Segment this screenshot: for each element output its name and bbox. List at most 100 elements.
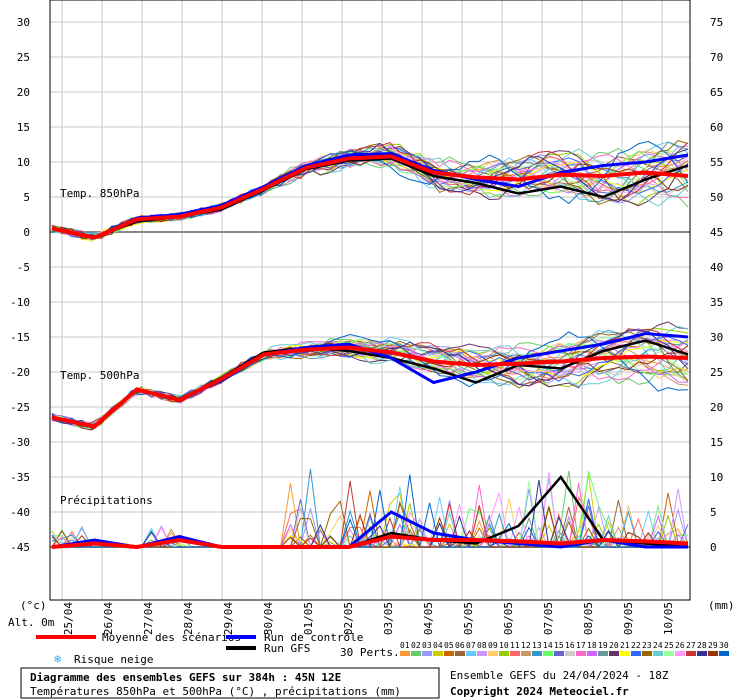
left-tick-label: 15: [17, 121, 30, 134]
perturbation-id-label: 10: [499, 641, 509, 650]
perturbation-swatch: [631, 651, 641, 656]
x-tick-label: 05/05: [462, 602, 475, 635]
right-tick-label: 65: [710, 86, 723, 99]
right-tick-label: 70: [710, 51, 723, 64]
x-tick-label: 08/05: [582, 602, 595, 635]
right-tick-label: 15: [710, 436, 723, 449]
mean-precip-line: [51, 534, 689, 550]
snowflake-icon: ❄: [54, 652, 61, 666]
perturbation-swatch: [609, 651, 619, 656]
mean-850-line: [51, 154, 689, 240]
perturbation-swatch: [598, 651, 608, 656]
perturbation-500-line: [51, 321, 689, 428]
perturbation-id-label: 28: [697, 641, 707, 650]
perturbation-id-label: 24: [653, 641, 663, 650]
left-tick-label: 20: [17, 86, 30, 99]
perturbation-swatch: [543, 651, 553, 656]
perturbation-id-label: 08: [477, 641, 487, 650]
x-tick-label: 29/04: [222, 602, 235, 635]
right-tick-label: 35: [710, 296, 723, 309]
left-tick-label: -5: [17, 261, 30, 274]
perturbation-swatch: [488, 651, 498, 656]
perturbation-legend: 01 02 03 04 05 06 07 08 09 10 11 12 13 14 15 16 17 18 19 20…: [400, 641, 729, 656]
alt-label: Alt. 0m: [8, 616, 55, 629]
x-tick-label: 26/04: [102, 602, 115, 635]
perturbation-id-label: 22: [631, 641, 641, 650]
perturbation-id-label: 30: [719, 641, 729, 650]
right-tick-label: 50: [710, 191, 723, 204]
left-tick-label: -40: [10, 506, 30, 519]
right-tick-label: 20: [710, 401, 723, 414]
left-unit-label: (°c): [20, 599, 47, 612]
perturbation-id-label: 12: [521, 641, 531, 650]
annotation-500: Temp. 500hPa: [60, 369, 139, 382]
perturbation-id-label: 20: [609, 641, 619, 650]
perturbation-swatch: [708, 651, 718, 656]
footer-title: Diagramme des ensembles GEFS sur 384h : …: [30, 671, 341, 684]
perturbation-id-label: 03: [422, 641, 432, 650]
perturbation-850-line: [51, 140, 689, 240]
perturbation-swatch: [686, 651, 696, 656]
perturbation-swatch: [433, 651, 443, 656]
legend-snow-label: Risque neige: [74, 653, 153, 666]
perturbation-swatch: [620, 651, 630, 656]
left-tick-label: -15: [10, 331, 30, 344]
perturbation-id-label: 23: [642, 641, 652, 650]
footer-copyright: Copyright 2024 Meteociel.fr: [450, 685, 629, 698]
perturbation-swatch: [510, 651, 520, 656]
x-tick-label: 28/04: [182, 602, 195, 635]
left-tick-label: 10: [17, 156, 30, 169]
x-tick-label: 09/05: [622, 602, 635, 635]
perturbation-id-label: 17: [576, 641, 586, 650]
perturbation-swatch: [565, 651, 575, 656]
left-tick-label: -10: [10, 296, 30, 309]
x-tick-label: 06/05: [502, 602, 515, 635]
legend-control-label: Run de contrôle: [264, 631, 363, 644]
x-tick-label: 27/04: [142, 602, 155, 635]
right-tick-label: 55: [710, 156, 723, 169]
axis-ticks: 302520151050-5-10-15-20-25-30-35-40-4575…: [10, 16, 723, 635]
perturbation-id-label: 29: [708, 641, 718, 650]
right-tick-label: 5: [710, 506, 717, 519]
perturbation-id-label: 13: [532, 641, 542, 650]
footer-run-info: Ensemble GEFS du 24/04/2024 - 18Z: [450, 669, 669, 682]
perturbation-id-label: 05: [444, 641, 454, 650]
perturbation-swatch: [554, 651, 564, 656]
right-tick-label: 10: [710, 471, 723, 484]
perturbation-id-label: 27: [686, 641, 696, 650]
right-tick-label: 40: [710, 261, 723, 274]
left-tick-label: -30: [10, 436, 30, 449]
perturbation-swatch: [422, 651, 432, 656]
x-tick-label: 10/05: [662, 602, 675, 635]
left-tick-label: 0: [23, 226, 30, 239]
perturbation-swatch: [521, 651, 531, 656]
right-tick-label: 25: [710, 366, 723, 379]
x-tick-label: 02/05: [342, 602, 355, 635]
legend-mean-label: Moyenne des scénarios: [102, 631, 241, 644]
x-tick-label: 25/04: [62, 602, 75, 635]
perturbation-id-label: 15: [554, 641, 564, 650]
right-tick-label: 30: [710, 331, 723, 344]
x-tick-label: 03/05: [382, 602, 395, 635]
perturbation-id-label: 09: [488, 641, 498, 650]
perturbation-id-label: 19: [598, 641, 608, 650]
perturbation-swatch: [576, 651, 586, 656]
right-tick-label: 45: [710, 226, 723, 239]
perturbation-id-label: 04: [433, 641, 443, 650]
perturbation-swatch: [400, 651, 410, 656]
perturbation-swatch: [653, 651, 663, 656]
footer-box: [20, 667, 440, 699]
perturbation-id-label: 18: [587, 641, 597, 650]
annotation-850: Temp. 850hPa: [60, 187, 139, 200]
annotation-precip: Précipitations: [60, 494, 153, 507]
left-tick-label: 25: [17, 51, 30, 64]
perturbation-swatch: [697, 651, 707, 656]
left-tick-label: -25: [10, 401, 30, 414]
right-tick-label: 0: [710, 541, 717, 554]
perturbation-id-label: 01: [400, 641, 410, 650]
perturbation-swatch: [477, 651, 487, 656]
perturbation-id-label: 25: [664, 641, 674, 650]
footer-subtitle: Températures 850hPa et 500hPa (°C) , pré…: [30, 685, 401, 698]
left-tick-label: -45: [10, 541, 30, 554]
